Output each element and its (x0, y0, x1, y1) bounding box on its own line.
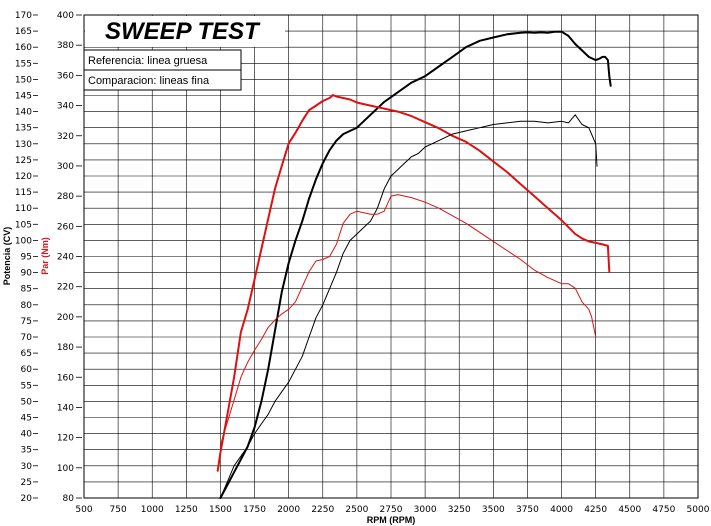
rpm-tick-label-15: 4250 (584, 505, 607, 515)
torque-tick-label-9: 260 (57, 222, 74, 232)
torque-tick-label-2: 120 (57, 434, 74, 444)
power-axis-ticks: 20 25 30 35 40 45 50 55 60 65 70 75 80 85 90 95 100 105 11… (15, 11, 38, 504)
power-tick-label-14: 90 (21, 269, 33, 279)
torque-tick-label-8: 240 (57, 253, 74, 263)
power-tick-label-0: 20 (21, 494, 33, 504)
power-tick-label-4: 40 (21, 430, 33, 440)
legend-comparison: Comparacion: lineas fina (88, 75, 210, 87)
power-tick-label-10: 70 (21, 333, 33, 343)
series-layer (216, 30, 612, 499)
x-axis-title: RPM (RPM) (367, 515, 416, 525)
power-tick-label-2: 30 (21, 462, 33, 472)
rpm-tick-label-9: 2750 (380, 505, 403, 515)
power-tick-label-6: 50 (21, 397, 33, 407)
power-tick-label-1: 25 (21, 478, 32, 488)
torque-tick-label-0: 80 (63, 494, 75, 504)
torque-tick-label-11: 300 (57, 162, 74, 172)
power-tick-label-22: 130 (15, 140, 32, 150)
power-tick-label-27: 155 (15, 59, 32, 69)
torque-tick-label-4: 160 (57, 373, 74, 383)
rpm-tick-label-7: 2250 (311, 505, 334, 515)
torque-tick-label-16: 400 (57, 11, 74, 21)
legend-comparison-box (83, 69, 242, 91)
chart-title: SWEEP TEST (105, 18, 261, 45)
rpm-tick-label-2: 1000 (141, 505, 164, 515)
torque-tick-label-3: 140 (57, 403, 74, 413)
torque-tick-label-10: 280 (57, 192, 74, 202)
rpm-tick-label-4: 1500 (209, 505, 232, 515)
rpm-tick-label-5: 1750 (243, 505, 266, 515)
rpm-tick-label-11: 3250 (448, 505, 471, 515)
y-axis-right-title: Par (Nm) (40, 237, 50, 275)
power-tick-label-30: 170 (15, 11, 32, 21)
rpm-tick-label-8: 2500 (345, 505, 368, 515)
series-line-0 (219, 30, 612, 499)
power-tick-label-16: 100 (15, 236, 32, 246)
series-line-3 (219, 194, 597, 446)
power-tick-label-15: 95 (21, 253, 32, 263)
rpm-tick-label-16: 4500 (618, 505, 641, 515)
power-tick-label-18: 110 (15, 204, 32, 214)
power-tick-label-8: 60 (21, 365, 33, 375)
rpm-tick-label-14: 4000 (550, 505, 573, 515)
power-tick-label-28: 160 (15, 43, 32, 53)
rpm-tick-label-12: 3500 (482, 505, 505, 515)
rpm-tick-label-18: 5000 (687, 505, 710, 515)
power-tick-label-17: 105 (15, 220, 32, 230)
rpm-tick-label-6: 2000 (277, 505, 300, 515)
rpm-tick-label-10: 3000 (414, 505, 437, 515)
power-tick-label-7: 55 (21, 381, 32, 391)
torque-tick-label-7: 220 (57, 283, 74, 293)
power-tick-label-21: 125 (15, 156, 32, 166)
rpm-tick-label-1: 750 (110, 505, 127, 515)
rpm-tick-label-13: 3750 (516, 505, 539, 515)
power-tick-label-20: 120 (15, 172, 32, 182)
torque-tick-label-6: 200 (57, 313, 74, 323)
torque-tick-label-15: 380 (57, 41, 74, 51)
power-tick-label-9: 65 (21, 349, 32, 359)
torque-tick-label-12: 320 (57, 132, 74, 142)
power-tick-label-26: 150 (15, 75, 32, 85)
y-axis-left-title: Potencia (CV) (2, 227, 12, 286)
torque-tick-label-14: 360 (57, 71, 74, 81)
power-tick-label-23: 135 (15, 124, 32, 134)
torque-tick-label-13: 340 (57, 102, 74, 112)
torque-axis-ticks: 80 100 120 140 160 180 200 220 240 260 280 300 320 34… (57, 11, 82, 504)
power-tick-label-5: 45 (21, 414, 32, 424)
power-tick-label-29: 165 (15, 27, 32, 37)
power-tick-label-3: 35 (21, 446, 32, 456)
power-tick-label-24: 140 (15, 108, 32, 118)
torque-tick-label-1: 100 (57, 464, 74, 474)
series-line-1 (216, 94, 611, 472)
power-tick-label-25: 145 (15, 92, 32, 102)
rpm-tick-label-3: 1250 (175, 505, 198, 515)
torque-tick-label-5: 180 (57, 343, 74, 353)
rpm-tick-label-0: 500 (75, 505, 92, 515)
power-tick-label-11: 75 (21, 317, 32, 327)
plot-frame (83, 14, 699, 499)
legend-reference: Referencia: linea gruesa (88, 55, 208, 67)
power-tick-label-12: 80 (21, 301, 33, 311)
rpm-axis-ticks: 500 750 1000 1250 1500 1750 2000 2250 2500 2750 30… (75, 505, 709, 515)
power-tick-label-13: 85 (21, 285, 32, 295)
title-box (85, 16, 285, 47)
series-line-2 (219, 114, 598, 499)
power-tick-label-19: 115 (15, 188, 32, 198)
rpm-tick-label-17: 4750 (652, 505, 675, 515)
